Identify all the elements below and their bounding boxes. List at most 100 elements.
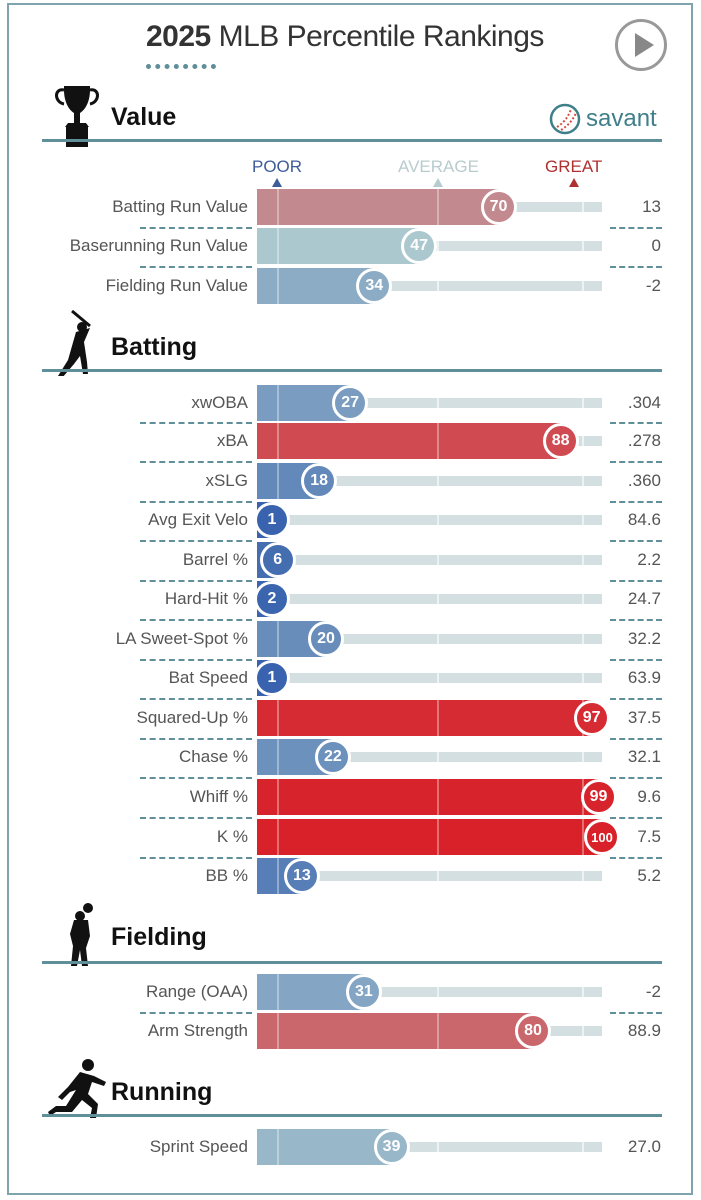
reference-tick (277, 1013, 279, 1049)
section-divider (42, 961, 662, 964)
metric-label: LA Sweet-Spot % (115, 629, 248, 648)
metric-value: -2 (645, 982, 661, 1001)
metric-label: Batting Run Value (112, 197, 248, 216)
reference-tick (437, 594, 439, 604)
savant-logo[interactable]: savant (549, 103, 657, 135)
percentile-track (257, 871, 602, 881)
reference-tick (437, 819, 439, 855)
section-title-running: Running (111, 1078, 213, 1106)
row-separator (610, 540, 662, 542)
reference-tick (582, 819, 584, 855)
percentile-badge: 80 (515, 1013, 551, 1049)
metric-value: 0 (651, 236, 661, 255)
reference-tick (277, 858, 279, 894)
row-separator (610, 737, 662, 740)
reference-tick (277, 819, 279, 855)
reference-tick (277, 189, 279, 225)
metric-value: .278 (627, 431, 661, 450)
reference-tick (277, 385, 279, 421)
metric-label: Chase % (179, 747, 248, 766)
percentile-track (257, 634, 602, 644)
metric-value: 7.5 (637, 827, 661, 846)
percentile-badge: 47 (401, 228, 438, 264)
row-separator (610, 698, 662, 700)
reference-tick (582, 476, 584, 486)
row-separator (610, 461, 662, 463)
reference-tick (437, 700, 439, 736)
fielder-icon (60, 902, 100, 973)
percentile-track (257, 673, 602, 683)
row-separator (610, 658, 662, 661)
reference-tick (437, 752, 439, 762)
section-title-fielding: Fielding (111, 923, 207, 951)
percentile-track (257, 281, 602, 291)
metric-label: Baserunning Run Value (69, 236, 248, 255)
play-button-icon[interactable] (615, 19, 667, 71)
percentile-badge: 1 (254, 502, 290, 538)
percentile-bar (257, 1129, 392, 1165)
row-separator (610, 777, 662, 779)
baseball-icon (549, 103, 581, 135)
percentile-track (257, 398, 602, 408)
percentile-badge: 22 (314, 739, 351, 775)
row-separator (140, 737, 252, 740)
page-title: 2025 MLB Percentile Rankings (146, 20, 544, 53)
reference-tick (437, 189, 439, 225)
percentile-bar (257, 268, 375, 304)
row-separator (140, 226, 252, 229)
reference-tick (582, 594, 584, 604)
legend-great: GREAT (545, 157, 602, 187)
percentile-track (257, 752, 602, 762)
percentile-badge: 70 (480, 189, 517, 225)
reference-tick (582, 1142, 584, 1152)
metric-label: Fielding Run Value (105, 276, 248, 295)
row-separator (610, 226, 662, 229)
metric-value: 9.6 (637, 787, 661, 806)
reference-tick (277, 268, 279, 304)
section-divider (42, 139, 662, 142)
row-separator (140, 777, 252, 779)
percentile-bar (257, 423, 561, 459)
metric-value: -2 (645, 276, 661, 295)
reference-tick (582, 871, 584, 881)
row-separator (140, 817, 252, 819)
metric-label: Squared-Up % (136, 708, 248, 727)
metric-label: Arm Strength (147, 1021, 248, 1040)
reference-tick (277, 423, 279, 459)
section-divider (42, 369, 662, 372)
metric-label: Bat Speed (168, 668, 248, 687)
percentile-badge: 13 (283, 858, 320, 894)
reference-tick (277, 1129, 279, 1165)
metric-value: 84.6 (627, 510, 661, 529)
savant-text: savant (586, 105, 657, 132)
percentile-track (257, 1142, 602, 1152)
percentile-track (257, 515, 602, 525)
metric-value: 13 (642, 197, 661, 216)
reference-tick (437, 241, 439, 251)
metric-label: Sprint Speed (149, 1137, 248, 1156)
row-separator (610, 1011, 662, 1014)
metric-value: 32.2 (627, 629, 661, 648)
metric-label: Range (OAA) (145, 982, 248, 1001)
metric-value: 5.2 (637, 866, 661, 885)
percentile-badge: 6 (259, 542, 296, 578)
percentile-bar (257, 779, 599, 815)
reference-tick (437, 423, 439, 459)
row-separator (140, 658, 252, 661)
reference-tick (582, 673, 584, 683)
card-frame (7, 3, 693, 1195)
percentile-badge: 1 (254, 660, 290, 696)
percentile-bar (257, 189, 499, 225)
row-separator (140, 619, 252, 621)
row-separator (140, 698, 252, 700)
reference-tick (582, 398, 584, 408)
reference-tick (277, 228, 279, 264)
row-separator (610, 500, 662, 503)
metric-value: 27.0 (627, 1137, 661, 1156)
metric-label: K % (216, 827, 248, 846)
reference-tick (437, 515, 439, 525)
reference-tick (582, 987, 584, 997)
row-separator (140, 422, 252, 424)
reference-tick (437, 779, 439, 815)
percentile-bar (257, 228, 420, 264)
